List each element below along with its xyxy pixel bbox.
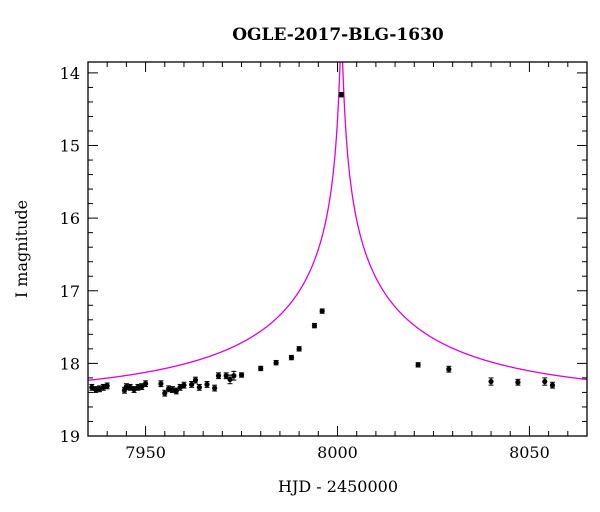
data-point (204, 381, 210, 388)
data-point (93, 386, 99, 393)
data-marker (273, 360, 279, 366)
data-marker (158, 381, 164, 387)
data-point (488, 377, 494, 386)
data-marker (181, 382, 187, 388)
data-point (104, 382, 110, 390)
x-tick-label: 7950 (125, 443, 166, 462)
data-marker (166, 386, 172, 392)
data-marker (231, 373, 237, 379)
data-point (258, 365, 264, 372)
data-point (169, 386, 176, 393)
y-axis-label: I magnitude (12, 200, 31, 298)
data-point (319, 308, 325, 314)
data-point (89, 383, 95, 391)
data-marker (488, 378, 494, 385)
data-point (215, 372, 222, 380)
model-curve-layer (88, 62, 587, 381)
data-point (123, 383, 129, 391)
data-marker (104, 383, 110, 389)
data-marker (223, 373, 229, 379)
y-tick-label: 14 (60, 64, 80, 83)
data-marker (227, 376, 233, 382)
data-marker (123, 384, 129, 390)
data-marker (296, 346, 302, 352)
data-point (288, 354, 295, 361)
data-marker (338, 92, 344, 98)
data-marker (142, 381, 149, 387)
data-point (338, 92, 344, 98)
data-point (549, 381, 556, 389)
data-marker (135, 384, 141, 390)
data-point (166, 385, 172, 393)
data-marker (515, 379, 521, 385)
x-tick-label: 8050 (509, 443, 550, 462)
data-marker (238, 372, 245, 378)
data-marker (319, 308, 325, 314)
data-marker (215, 373, 222, 379)
y-tick-label: 19 (60, 427, 80, 446)
data-point (231, 370, 237, 381)
y-tick-label: 17 (60, 282, 80, 301)
data-marker (192, 377, 199, 383)
data-marker (311, 323, 318, 329)
data-point (273, 359, 279, 366)
data-marker (127, 384, 133, 390)
data-point (177, 383, 183, 391)
data-point (135, 383, 141, 391)
data-marker (173, 388, 179, 394)
data-marker (196, 384, 202, 390)
y-tick-label: 18 (60, 354, 80, 373)
data-point (446, 365, 452, 373)
data-marker (258, 365, 264, 372)
data-point (515, 378, 521, 386)
data-point (415, 362, 421, 368)
data-marker (162, 390, 168, 396)
data-point (227, 374, 233, 385)
data-points-layer (89, 92, 556, 397)
data-marker (542, 378, 548, 385)
y-tick-label: 16 (60, 209, 80, 228)
data-marker (549, 382, 556, 388)
data-marker (89, 384, 95, 390)
data-point (212, 384, 218, 392)
data-point (311, 322, 318, 329)
data-point (192, 376, 199, 384)
data-point (181, 381, 187, 389)
model-curve (88, 62, 587, 381)
axis-ticks: 7950 8000 8050 14 15 16 17 18 19 (60, 62, 588, 462)
data-point (142, 380, 149, 388)
x-tick-label: 8000 (317, 443, 358, 462)
data-marker (189, 381, 195, 388)
data-marker (177, 384, 183, 390)
data-marker (212, 385, 218, 391)
y-tick-label: 15 (60, 137, 80, 156)
data-marker (288, 354, 295, 361)
data-point (162, 389, 168, 397)
data-point (196, 383, 202, 391)
data-marker (204, 381, 210, 388)
chart-title: OGLE-2017-BLG-1630 (232, 25, 444, 45)
data-point (158, 380, 164, 388)
data-point (238, 372, 245, 378)
data-marker (415, 362, 421, 368)
data-marker (131, 386, 137, 393)
plot-frame (87, 61, 588, 437)
data-point (189, 381, 195, 388)
data-point (542, 377, 548, 386)
data-point (296, 346, 302, 352)
data-point (127, 383, 133, 391)
data-marker (446, 366, 452, 372)
x-axis-label: HJD - 2450000 (278, 477, 398, 496)
data-marker (93, 386, 99, 393)
data-marker (139, 384, 145, 390)
